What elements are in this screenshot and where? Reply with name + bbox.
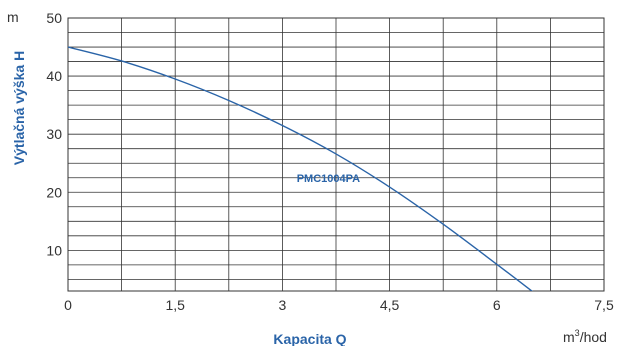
x-tick-labels: 0 1,5 3 4,5 6 7,5 (64, 297, 614, 313)
y-tick-label: 10 (46, 242, 62, 258)
x-tick-label: 0 (64, 297, 72, 313)
chart-grid (68, 18, 604, 291)
x-tick-label: 6 (493, 297, 501, 313)
y-tick-label: 40 (46, 68, 62, 84)
x-tick-label: 3 (279, 297, 287, 313)
y-tick-label: 50 (46, 10, 62, 26)
series-label-pmc1004pa: PMC1004PA (297, 173, 360, 185)
y-unit-label: m (7, 9, 19, 25)
y-tick-label: 20 (46, 184, 62, 200)
plot-frame (67, 17, 605, 292)
x-axis-title: Kapacita Q (273, 331, 346, 346)
x-unit-superscript: 3 (575, 328, 580, 338)
x-unit-rest: /hod (580, 329, 607, 345)
x-unit-label: m3/hod (563, 328, 607, 345)
series-line-pmc1004pa (68, 46, 533, 291)
y-tick-label: 30 (46, 126, 62, 142)
x-unit-base: m (563, 329, 575, 345)
y-tick-labels: 10 20 30 40 50 (46, 10, 62, 258)
x-tick-label: 7,5 (594, 297, 614, 313)
x-tick-label: 4,5 (380, 297, 400, 313)
series-layer: PMC1004PA (68, 46, 533, 291)
x-tick-label: 1,5 (165, 297, 185, 313)
plot-border (67, 17, 605, 292)
y-axis-title: Výtlačná výška H (11, 51, 27, 165)
